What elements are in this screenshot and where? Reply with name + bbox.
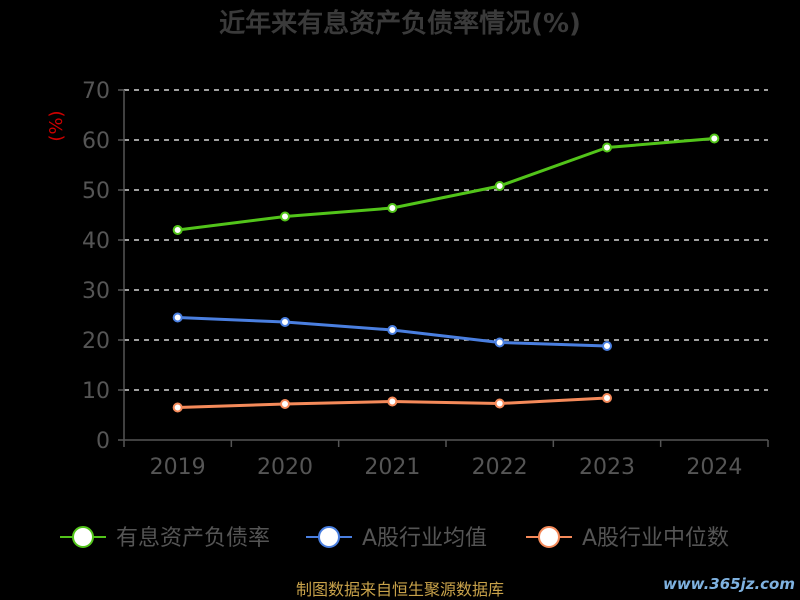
data-point <box>602 393 612 403</box>
data-point <box>172 225 183 235</box>
x-tick-label: 2019 <box>150 455 206 480</box>
data-point <box>280 399 290 409</box>
data-point <box>172 402 183 413</box>
series-2 <box>172 393 612 413</box>
data-point <box>494 181 505 191</box>
series-lines <box>172 133 720 413</box>
data-point <box>602 341 612 351</box>
series-1 <box>172 312 612 351</box>
y-tick-label: 0 <box>96 429 110 454</box>
x-tick-label: 2024 <box>686 455 742 480</box>
legend-label: A股行业中位数 <box>582 526 729 551</box>
x-tick-labels: 2019 2020 2021 2022 2023 2024 <box>150 455 743 480</box>
watermark: www.365jz.com <box>663 575 795 593</box>
y-tick-label: 60 <box>82 129 110 154</box>
legend-item: A股行业均值 <box>306 526 487 551</box>
data-point <box>280 317 290 327</box>
y-tick-label: 50 <box>82 179 110 204</box>
data-point <box>387 396 398 407</box>
series-line <box>176 137 716 232</box>
data-point <box>387 203 398 213</box>
series-0 <box>172 133 720 235</box>
data-point <box>280 211 290 222</box>
x-tick-label: 2021 <box>364 455 420 480</box>
data-point <box>172 312 183 323</box>
data-point <box>387 325 398 335</box>
legend-marker <box>318 526 340 548</box>
y-tick-label: 10 <box>82 379 110 404</box>
x-tick-label: 2022 <box>472 455 528 480</box>
data-point <box>602 142 612 153</box>
y-tick-labels: 0 10 20 30 40 50 60 70 <box>82 79 110 454</box>
legend-item: 有息资产负债率 <box>60 526 270 551</box>
x-tick-label: 2023 <box>579 455 635 480</box>
y-axis-label: (%) <box>46 110 67 141</box>
legend-marker <box>538 526 560 548</box>
data-point <box>494 337 505 348</box>
legend-item: A股行业中位数 <box>526 526 729 551</box>
legend-label: 有息资产负债率 <box>116 526 270 551</box>
data-point <box>494 398 505 409</box>
y-tick-label: 70 <box>82 79 110 104</box>
data-point <box>709 133 720 144</box>
chart-title: 近年来有息资产负债率情况(%) <box>219 8 581 39</box>
legend-label: A股行业均值 <box>362 526 487 551</box>
data-source-footer: 制图数据来自恒生聚源数据库 <box>296 580 504 599</box>
y-tick-label: 20 <box>82 329 110 354</box>
x-tick-label: 2020 <box>257 455 313 480</box>
axes <box>118 89 769 447</box>
grid-lines <box>124 89 768 391</box>
y-tick-label: 30 <box>82 279 110 304</box>
legend-marker <box>72 526 94 548</box>
legend: 有息资产负债率 A股行业均值 A股行业中位数 <box>60 526 729 551</box>
y-tick-label: 40 <box>82 229 110 254</box>
